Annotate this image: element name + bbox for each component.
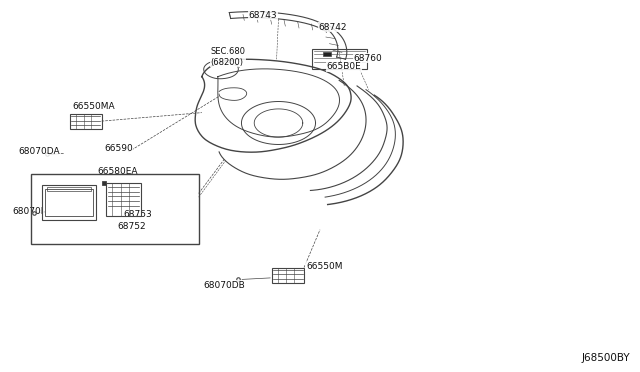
- Text: 68070I: 68070I: [12, 208, 44, 217]
- Text: 66550MA: 66550MA: [72, 102, 115, 111]
- Text: 68070DB: 68070DB: [204, 281, 246, 290]
- Bar: [312, 49, 367, 69]
- Bar: [272, 267, 304, 283]
- Text: 66580EA: 66580EA: [98, 167, 138, 176]
- Text: 66550M: 66550M: [306, 262, 342, 271]
- Text: 68752: 68752: [117, 222, 145, 231]
- Bar: [42, 185, 97, 221]
- Bar: [31, 174, 198, 244]
- Text: 66590: 66590: [104, 144, 133, 153]
- Bar: [45, 189, 93, 216]
- Bar: [47, 187, 92, 191]
- Bar: [70, 114, 102, 129]
- Bar: [323, 52, 331, 56]
- Text: SEC.680
(68200): SEC.680 (68200): [210, 47, 245, 67]
- Text: 665B0E: 665B0E: [326, 62, 361, 71]
- Text: 68760: 68760: [353, 54, 382, 62]
- Text: 68742: 68742: [319, 23, 348, 32]
- Text: 68070DA: 68070DA: [19, 147, 60, 156]
- Text: 68743: 68743: [248, 11, 277, 20]
- Bar: [106, 183, 141, 217]
- Text: J68500BY: J68500BY: [581, 353, 630, 363]
- Text: 68753: 68753: [124, 211, 152, 219]
